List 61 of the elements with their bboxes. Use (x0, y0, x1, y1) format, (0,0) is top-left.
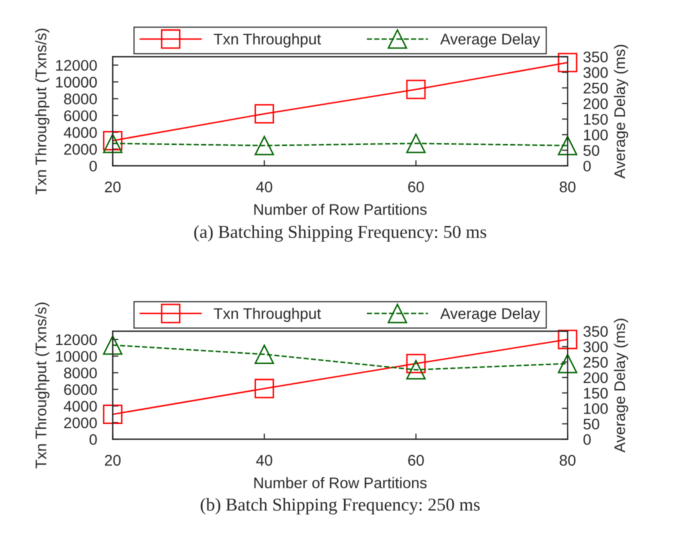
y2-tick-label: 300 (583, 67, 608, 78)
text: (b) Batch Shipping Frequency: 250 ms (200, 498, 480, 514)
legend-label: Txn Throughput (214, 33, 321, 48)
y-tick-label: 10000 (56, 76, 97, 88)
point (406, 360, 426, 380)
point (406, 80, 426, 100)
point (254, 378, 274, 398)
y-tick-label: 4000 (64, 400, 97, 412)
y-tick-label: 2000 (64, 417, 97, 428)
x-tick-label: 20 (104, 182, 121, 192)
point (406, 354, 426, 374)
y2-tick-label: 250 (584, 82, 608, 94)
y2-axis-title: Average Delay (ms) (614, 44, 628, 179)
x-tick-label: 80 (560, 182, 576, 192)
y-tick-label: 8000 (64, 94, 97, 104)
y2-tick-label: 100 (584, 130, 608, 140)
y2-tick-label: 50 (583, 145, 600, 156)
x-axis-title: Number of Row Partitions (254, 477, 427, 488)
y2-tick-label: 150 (584, 388, 608, 399)
y-tick-label: 0 (90, 434, 97, 445)
y2-tick-label: 350 (583, 326, 608, 337)
y-tick-label: 12000 (56, 334, 97, 346)
point (558, 330, 578, 350)
text: (a) Batching Shipping Frequency: 50 ms (194, 225, 486, 242)
y-axis-title: Txn Throughput (Txns/s) (35, 28, 50, 194)
legend-label: Average Delay (440, 33, 540, 48)
y-tick-label: 4000 (64, 127, 97, 138)
y-tick-label: 12000 (56, 60, 97, 71)
y-tick-label: 6000 (64, 110, 97, 122)
y2-axis-title: Average Delay (ms) (614, 318, 628, 453)
y2-tick-label: 250 (584, 356, 608, 368)
y2-tick-label: 200 (584, 98, 608, 110)
y2-tick-label: 150 (584, 114, 608, 125)
x-tick-label: 20 (104, 454, 121, 466)
y2-tick-label: 0 (583, 160, 591, 172)
y-axis-title: Txn Throughput (Txns/s) (35, 302, 50, 468)
x-tick-label: 40 (256, 182, 272, 192)
y-tick-label: 0 (90, 160, 97, 172)
point (254, 104, 274, 124)
y2-tick-label: 100 (584, 403, 608, 414)
point (102, 404, 122, 424)
y2-tick-label: 0 (583, 434, 591, 445)
y-tick-label: 8000 (64, 368, 97, 378)
legend-label: Average Delay (440, 308, 540, 322)
y-tick-label: 6000 (64, 384, 97, 396)
y2-tick-label: 50 (583, 418, 600, 430)
legend-label: Txn Throughput (214, 308, 321, 322)
y-tick-label: 2000 (64, 144, 97, 155)
x-tick-label: 60 (408, 182, 424, 192)
y2-tick-label: 200 (584, 372, 608, 384)
point (254, 344, 274, 364)
x-tick-label: 60 (408, 454, 424, 466)
x-tick-label: 80 (560, 454, 576, 466)
y2-tick-label: 300 (583, 341, 608, 352)
point (558, 52, 578, 72)
x-axis-title: Number of Row Partitions (254, 204, 427, 215)
point (102, 335, 122, 355)
x-tick-label: 40 (256, 454, 272, 466)
y-tick-label: 10000 (56, 350, 97, 362)
point (558, 354, 578, 374)
y2-tick-label: 350 (583, 52, 608, 62)
